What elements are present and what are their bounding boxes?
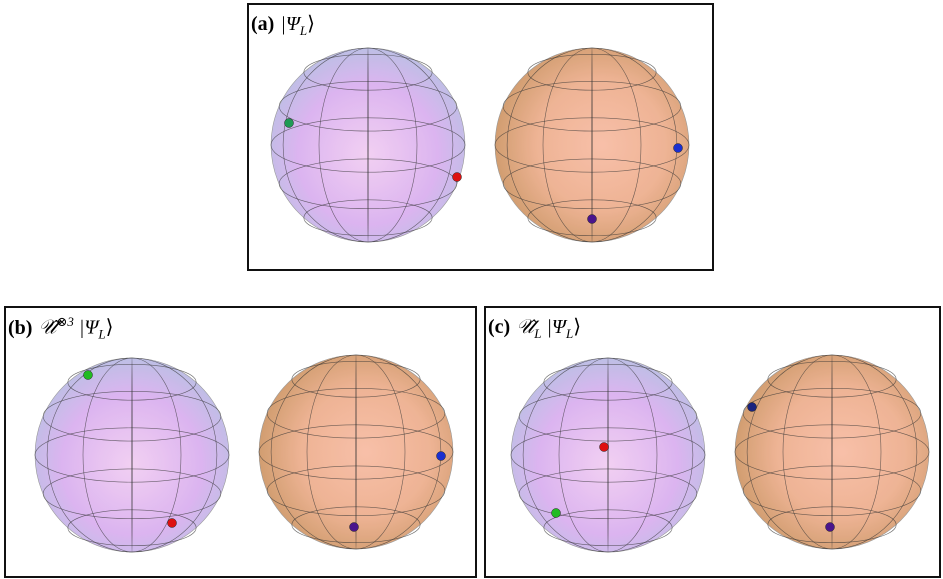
panel-b: (b) 𝒰̂⊗3 |ΨL⟩ (4, 306, 477, 578)
operator: 𝒰̂ (38, 317, 56, 339)
panel-label: (c)𝒰̂L |ΨL⟩ (488, 314, 581, 342)
op-sup: ⊗3 (56, 314, 73, 329)
tag: (a) (251, 13, 274, 35)
tag: (b) (8, 317, 32, 339)
panel-label: (b) 𝒰̂⊗3 |ΨL⟩ (8, 314, 113, 343)
panel-label: (a)|ΨL⟩ (251, 11, 315, 39)
ket: |Ψ (280, 13, 300, 35)
figure: (a)|ΨL⟩ (b)𝒰̂⊗3 |ΨL⟩ (c)𝒰̂L |ΨL⟩ (0, 0, 943, 579)
tag: (c) (488, 316, 510, 338)
ket: |Ψ (546, 316, 566, 338)
ket-close: ⟩ (307, 13, 315, 35)
operator: 𝒰̂ (516, 316, 534, 338)
ket-close: ⟩ (106, 317, 114, 339)
ket-sub: L (98, 327, 105, 342)
op-sub: L (534, 326, 541, 341)
panel-c: (c)𝒰̂L |ΨL⟩ (484, 306, 941, 578)
panel-a: (a)|ΨL⟩ (247, 3, 714, 271)
ket: |Ψ (79, 317, 99, 339)
ket-close: ⟩ (573, 316, 581, 338)
